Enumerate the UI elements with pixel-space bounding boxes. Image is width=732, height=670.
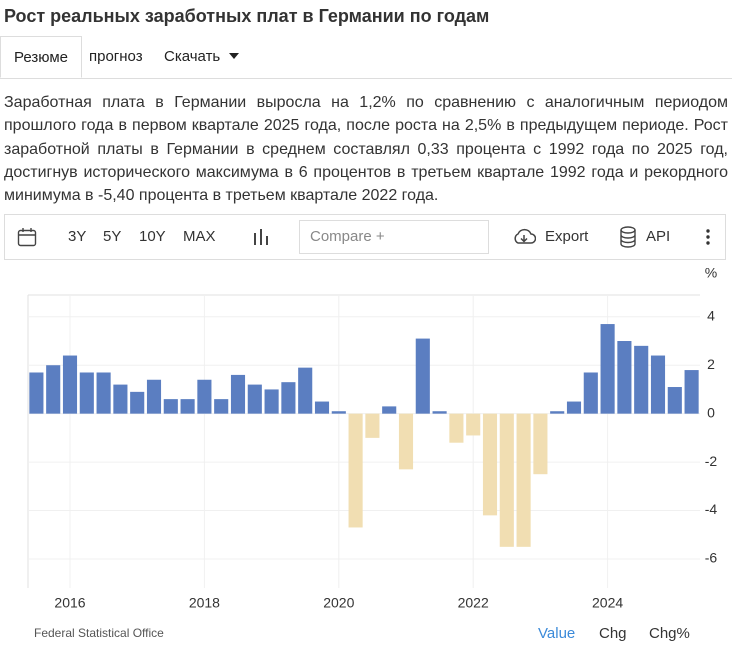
bar [314, 401, 330, 414]
bar [617, 341, 632, 414]
bar [180, 399, 195, 414]
bar [415, 338, 430, 414]
bar [29, 372, 44, 414]
bar [46, 365, 61, 414]
source: Federal Statistical Office [34, 626, 164, 640]
chart: % 4 2 0 -2 -4 -6 2016 2018 2020 2022 2024 [27, 265, 718, 611]
bar [214, 399, 229, 414]
api-icon[interactable] [619, 226, 637, 248]
bar [298, 367, 313, 414]
dropdown-caret [229, 53, 239, 59]
x-tick-label: 2022 [458, 595, 489, 611]
y-tick-label: 2 [707, 356, 715, 372]
bar [113, 384, 128, 414]
range-button[interactable]: 10Y [139, 228, 166, 245]
bar [197, 379, 212, 414]
view-toggle[interactable]: Chg% [649, 625, 690, 642]
bar [398, 413, 414, 470]
y-tick-label: -6 [705, 550, 718, 566]
tab[interactable]: Скачать [164, 48, 221, 65]
y-tick-label: -2 [705, 453, 718, 469]
bar [365, 413, 380, 438]
x-tick-label: 2018 [189, 595, 220, 611]
bar [163, 399, 178, 414]
bar [62, 355, 78, 414]
bar [482, 413, 498, 516]
more-icon[interactable] [705, 229, 711, 247]
x-tick-label: 2020 [323, 595, 354, 611]
x-tick-label: 2024 [592, 595, 623, 611]
bar [79, 372, 94, 414]
range-button[interactable]: MAX [183, 228, 216, 245]
y-axis-unit: % [705, 265, 717, 281]
y-tick-label: 0 [707, 404, 715, 420]
bar [583, 372, 598, 414]
bar [96, 372, 111, 414]
export-button[interactable]: Export [545, 228, 589, 245]
view-toggle[interactable]: Value [538, 625, 576, 642]
tab[interactable]: прогноз [89, 48, 143, 65]
bar [130, 391, 145, 414]
range-button[interactable]: 3Y [68, 228, 87, 245]
toolbar: 3Y 5Y 10Y MAX Compare + Export API [4, 214, 726, 260]
bar [650, 355, 666, 414]
api-button[interactable]: API [646, 228, 671, 245]
bar [146, 379, 162, 414]
description: Заработная плата в Германии выросла на 1… [4, 94, 728, 205]
y-tick-label: 4 [707, 307, 715, 323]
bar [247, 384, 262, 414]
bar [449, 413, 464, 443]
bar [550, 411, 565, 414]
bar [348, 413, 363, 528]
bar [684, 370, 699, 414]
bar [634, 345, 649, 414]
chart-type-icon[interactable] [253, 228, 269, 246]
bar [533, 413, 548, 475]
bar [382, 406, 397, 414]
bar [466, 413, 481, 436]
export-icon[interactable] [512, 228, 536, 246]
tab-bar: Резюме прогноз Скачать [0, 36, 732, 79]
bar [566, 401, 582, 414]
y-tick-label: -4 [705, 501, 718, 517]
view-toggle[interactable]: Chg [599, 625, 627, 642]
calendar-icon[interactable] [17, 227, 37, 247]
bar [281, 382, 296, 414]
x-tick-label: 2016 [54, 595, 85, 611]
bar [516, 413, 531, 547]
bar [667, 387, 682, 414]
page-title: Рост реальных заработных плат в Германии… [4, 6, 490, 26]
tab[interactable]: Резюме [0, 36, 82, 78]
bar [600, 324, 615, 414]
bar [264, 389, 279, 414]
compare-input[interactable]: Compare + [299, 220, 489, 254]
bar [230, 374, 246, 414]
range-button[interactable]: 5Y [103, 228, 122, 245]
bar [432, 411, 447, 414]
bar [499, 413, 514, 547]
bar [331, 411, 346, 414]
